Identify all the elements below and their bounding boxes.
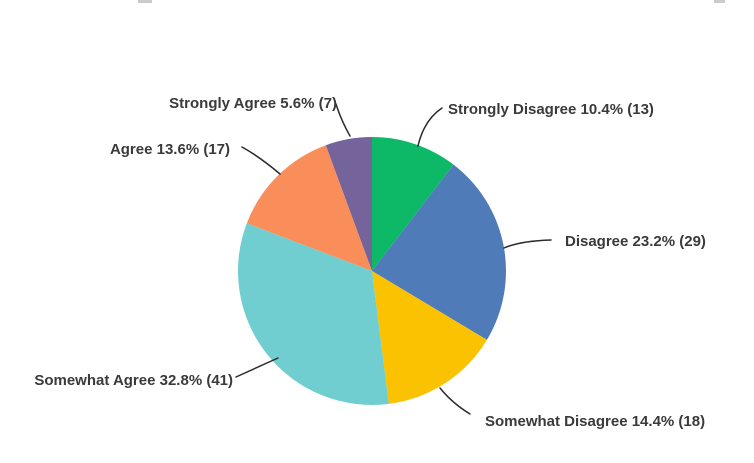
pie-slice-strongly-agree[interactable] (325, 137, 372, 271)
pie-slice-somewhat-disagree[interactable] (372, 271, 487, 404)
slice-label-disagree: Disagree 23.2% (29) (565, 233, 706, 250)
cropped-text-fragment (138, 0, 152, 3)
leader-line-agree (241, 146, 281, 175)
pie-slices (238, 137, 506, 405)
pie-slice-disagree[interactable] (372, 164, 506, 340)
leader-line-strongly-agree (335, 103, 351, 137)
slice-label-somewhat-disagree: Somewhat Disagree 14.4% (18) (485, 413, 706, 430)
slice-label-agree: Agree 13.6% (17) (109, 141, 230, 158)
slice-label-strongly-disagree: Strongly Disagree 10.4% (13) (448, 101, 654, 118)
slice-label-somewhat-agree: Somewhat Agree 32.8% (41) (34, 372, 233, 389)
cropped-text-fragment (714, 0, 725, 3)
leader-line-strongly-disagree (417, 107, 443, 147)
leader-lines (235, 103, 552, 415)
leader-line-somewhat-agree (235, 357, 279, 378)
slice-label-strongly-agree: Strongly Agree 5.6% (7) (169, 95, 337, 112)
leader-line-disagree (503, 239, 552, 249)
pie-slice-agree[interactable] (246, 145, 372, 271)
pie-slice-strongly-disagree[interactable] (372, 137, 454, 271)
leader-line-somewhat-disagree (439, 387, 471, 415)
